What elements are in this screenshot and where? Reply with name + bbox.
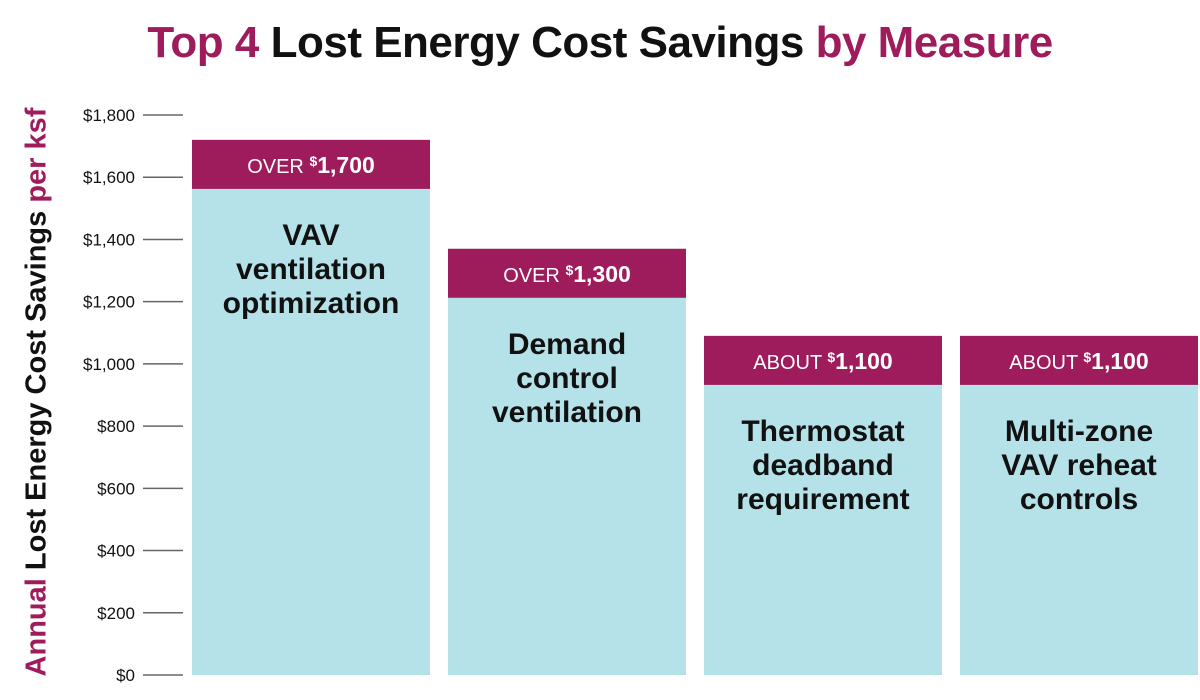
category-label: control [516, 362, 618, 395]
bar-value-band [448, 248, 686, 298]
category-label: ventilation [492, 396, 642, 429]
data-label: ABOUT $1,100 [753, 348, 892, 374]
category-label: controls [1020, 483, 1138, 516]
category-label: ventilation [236, 253, 386, 286]
bar [704, 335, 942, 675]
title-part: Lost Energy Cost Savings [270, 18, 816, 67]
bar [192, 139, 430, 675]
category-label: Multi-zone [1005, 415, 1153, 448]
category-label: Demand [508, 328, 626, 361]
category-label: requirement [736, 483, 909, 516]
category-label: deadband [752, 449, 894, 482]
y-tick-label: $0 [116, 666, 135, 685]
y-tick-label: $600 [97, 479, 135, 498]
title-part: by Measure [815, 18, 1054, 67]
y-tick-label: $1,600 [83, 168, 135, 187]
bar-value-band [192, 139, 430, 189]
y-tick-label: $1,000 [83, 355, 135, 374]
y-tick-label: $200 [97, 604, 135, 623]
y-tick-label: $800 [97, 417, 135, 436]
bar-value-band [704, 335, 942, 385]
category-label: optimization [223, 287, 400, 320]
data-label: OVER $1,700 [247, 152, 375, 178]
bar [448, 248, 686, 675]
y-tick-label: $400 [97, 542, 135, 561]
data-label: OVER $1,300 [503, 261, 631, 287]
category-label: VAV reheat [1001, 449, 1157, 482]
y-tick-label: $1,400 [83, 230, 135, 249]
bar-value-band [960, 335, 1198, 385]
category-label: Thermostat [741, 415, 904, 448]
y-tick-label: $1,800 [83, 106, 135, 125]
category-label: VAV [282, 219, 339, 252]
bar [960, 335, 1198, 675]
title-part: Top 4 [147, 18, 271, 67]
data-label: ABOUT $1,100 [1009, 348, 1148, 374]
chart-title: Top 4 Lost Energy Cost Savings by Measur… [0, 18, 1200, 68]
y-tick-label: $1,200 [83, 293, 135, 312]
